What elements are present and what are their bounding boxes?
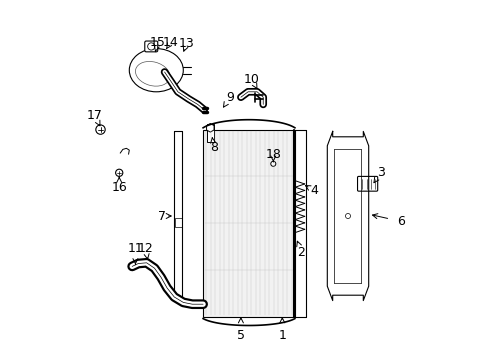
Text: 9: 9 [223,91,234,107]
Text: 10: 10 [243,73,259,89]
Text: 15: 15 [149,36,165,52]
Circle shape [96,125,105,134]
Ellipse shape [129,49,183,92]
Text: 8: 8 [209,138,218,154]
Circle shape [345,213,350,219]
Circle shape [147,43,155,50]
Text: 5: 5 [236,318,244,342]
Circle shape [270,161,275,166]
Text: 14: 14 [163,36,178,49]
Text: 1: 1 [278,318,285,342]
Bar [206,124,213,142]
FancyBboxPatch shape [357,176,377,191]
Text: 11: 11 [127,242,143,265]
Text: 6: 6 [372,214,404,228]
Text: 2: 2 [296,241,305,258]
Text: 17: 17 [86,109,102,126]
Text: 7: 7 [157,210,171,222]
Circle shape [115,169,122,176]
Text: 3: 3 [373,166,384,183]
Text: 18: 18 [265,148,281,162]
Text: 13: 13 [179,37,194,51]
Text: 4: 4 [305,184,318,197]
Text: 12: 12 [137,242,153,259]
FancyBboxPatch shape [144,41,158,52]
Text: 16: 16 [111,177,127,194]
Bar [174,219,182,228]
Bar [203,130,294,317]
